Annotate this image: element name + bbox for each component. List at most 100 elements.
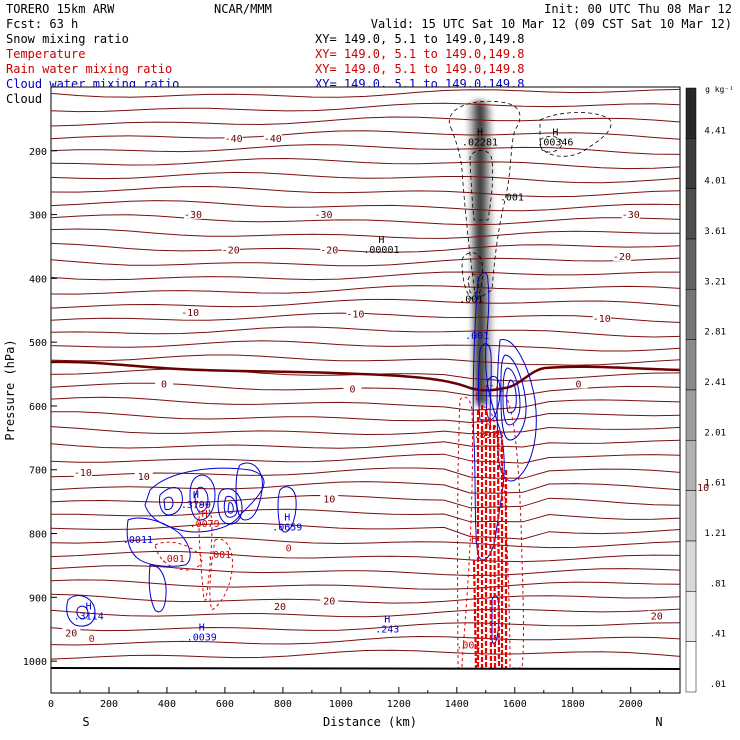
temperature-label: 0 <box>349 385 355 396</box>
maximum-value: .0039 <box>187 633 217 644</box>
isotherm-line <box>50 536 681 549</box>
y-axis: 200 300 400 500 600 700 800 900 1000 <box>23 147 57 668</box>
temperature-label-bg <box>694 481 713 492</box>
plot-area: -40 -40 -30 -30 -30 -20 -20 -20 -10 -10 -10 0 0 0 -10 1… <box>50 88 713 670</box>
x-tick-label: 0 <box>48 699 54 710</box>
temperature-isotherms <box>50 88 681 660</box>
isotherm-line <box>50 257 681 267</box>
maximum-marker: H <box>193 490 199 501</box>
legend-label: Temperature <box>6 47 85 61</box>
temperature-label-bg <box>263 132 282 143</box>
maximum-marker: H <box>471 535 477 546</box>
y-tick-label: 1000 <box>23 657 47 668</box>
ground-surface-line <box>50 667 681 670</box>
center-name: NCAR/MMM <box>214 2 272 16</box>
isotherm-line <box>50 635 681 646</box>
x-axis: 0 200 400 600 800 1000 1200 1400 1600 1800 2000 <box>48 687 661 710</box>
colorbar-segment <box>685 289 697 340</box>
isotherm-line <box>50 157 681 170</box>
isotherm-line <box>50 467 681 479</box>
maximum-value: .00346 <box>537 138 573 149</box>
y-tick-label: 300 <box>29 211 47 222</box>
maximum-value: .243 <box>375 624 399 635</box>
isotherm-line <box>50 200 681 212</box>
temperature-label-bg <box>134 471 153 482</box>
isotherm-line <box>50 522 681 540</box>
temperature-label: 0 <box>576 380 582 391</box>
colorbar-segment <box>685 188 697 240</box>
maximum-value: .001 <box>456 640 480 651</box>
x-tick-label: 2000 <box>619 699 643 710</box>
x-axis-south-label: S <box>82 715 89 729</box>
isotherm-line <box>50 439 681 449</box>
temperature-label: -30 <box>314 210 332 221</box>
temperature-label-bg <box>221 244 240 255</box>
temperature-label-bg <box>184 208 203 219</box>
model-title: TORERO 15km ARW <box>6 2 115 16</box>
maximum-value: .001 <box>500 193 524 204</box>
temperature-label: -10 <box>74 468 92 479</box>
maximum-value: .0079 <box>190 519 220 530</box>
y-tick-label: 900 <box>29 593 47 604</box>
maximum-marker: H <box>284 512 290 523</box>
colorbar-segment <box>685 490 697 542</box>
temperature-label: -40 <box>264 134 282 145</box>
isotherm-line <box>50 130 681 140</box>
colorbar-tick-label: 1.61 <box>704 479 726 489</box>
temperature-label-bg <box>621 208 640 219</box>
colorbar-tick-label: 3.21 <box>704 277 726 287</box>
isotherm-line <box>50 228 680 239</box>
temperature-label: 10 <box>697 483 709 494</box>
temperature-label: -40 <box>225 134 243 145</box>
temperature-label-bg <box>224 132 243 143</box>
forecast-hour: Fcst: 63 h <box>6 17 78 31</box>
maximum-marker: H <box>486 420 492 431</box>
maximum-marker: H <box>86 602 92 613</box>
isotherm-line <box>50 271 680 281</box>
temperature-label: -10 <box>593 314 611 325</box>
isotherm-line <box>50 550 681 563</box>
isotherm-line <box>50 298 681 309</box>
temperature-label: 20 <box>274 602 286 613</box>
colorbar-tick-label: 1.21 <box>704 529 726 539</box>
temperature-label-bg <box>73 467 92 478</box>
maximum-marker: H <box>199 623 205 634</box>
maximum-marker: H <box>477 128 483 139</box>
init-time: Init: 00 UTC Thu 08 Mar 12 <box>544 2 732 16</box>
temperature-label-bg <box>647 610 666 621</box>
x-tick-label: 1000 <box>329 699 353 710</box>
isotherm-line <box>51 411 681 424</box>
rain-core-hatching <box>472 405 508 669</box>
temperature-label-bg <box>613 250 632 261</box>
maximum-value: .0659 <box>272 522 302 533</box>
x-tick-label: 1400 <box>445 699 469 710</box>
rain-water-contours <box>154 385 524 669</box>
isotherm-line <box>50 396 681 411</box>
isotherm-line <box>50 494 681 509</box>
x-axis-label: Distance (km) <box>323 715 417 729</box>
temperature-label-bg <box>569 378 588 389</box>
temperature-label-bg <box>270 601 289 612</box>
x-tick-label: 1600 <box>503 699 527 710</box>
temperature-label: -10 <box>181 308 199 319</box>
maximum-value: .02281 <box>462 138 498 149</box>
colorbar-segment <box>685 339 697 391</box>
maximum-value: .001 <box>161 554 185 565</box>
isotherm-line <box>50 453 681 464</box>
isotherm-line <box>50 285 681 295</box>
isotherm-line <box>50 312 681 323</box>
isotherm-line <box>50 340 681 352</box>
temperature-label: 0 <box>161 380 167 391</box>
isotherm-line <box>50 426 681 436</box>
temperature-label: -30 <box>184 210 202 221</box>
freezing-level-line <box>50 360 681 392</box>
temperature-label-bg <box>343 383 362 394</box>
x-tick-label: 800 <box>274 699 292 710</box>
maximum-value: .3799 <box>181 500 211 511</box>
y-tick-label: 400 <box>29 274 47 285</box>
legend-coords: XY= 149.0, 5.1 to 149.0,149.8 <box>315 47 525 61</box>
colorbar-segment <box>685 440 697 491</box>
colorbar-segment <box>685 389 697 441</box>
colorbar: 4.41 4.01 3.61 3.21 2.81 2.41 2.01 1.61 1.21 .81.… <box>685 85 734 693</box>
isotherm-line <box>50 185 681 198</box>
